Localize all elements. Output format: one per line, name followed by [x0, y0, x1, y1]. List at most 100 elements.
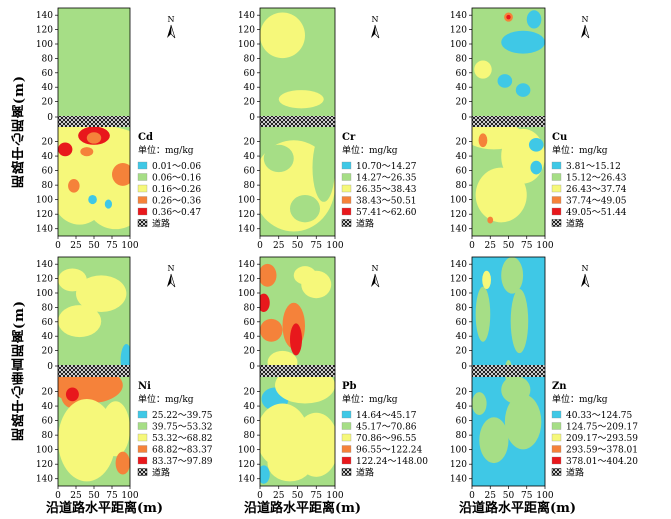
y-tick-label: 120 — [238, 460, 255, 470]
contour-patch — [479, 417, 509, 464]
legend-swatch — [341, 173, 352, 181]
north-label: N — [582, 15, 589, 24]
north-arrow-icon — [167, 25, 171, 38]
legend-road-swatch — [341, 219, 352, 227]
x-tick-label: 0 — [55, 241, 61, 251]
y-tick-label: 80 — [42, 54, 54, 64]
legend-swatch — [341, 422, 352, 430]
y-tick-label: 60 — [456, 167, 468, 177]
y-tick-label: 80 — [244, 303, 256, 313]
legend-unit: 单位：mg/kg — [552, 144, 608, 156]
north-label: N — [168, 15, 175, 24]
contour-patch — [112, 163, 130, 186]
y-tick-label: 140 — [36, 260, 53, 270]
y-tick-label: 40 — [456, 332, 468, 342]
y-tick-label: 80 — [456, 431, 468, 441]
legend-swatch — [341, 161, 352, 170]
y-tick-label: 0 — [461, 362, 467, 372]
legend-swatch — [137, 207, 148, 216]
y-tick-label: 140 — [238, 11, 255, 21]
legend-label: 26.35～38.43 — [356, 185, 417, 195]
road-band — [472, 116, 545, 127]
x-tick-label: 25 — [485, 491, 497, 501]
legend-label: 83.37～97.89 — [152, 457, 213, 467]
legend-road-swatch — [551, 219, 562, 227]
y-tick-label: 60 — [42, 318, 54, 328]
legend-label: 0.06～0.16 — [152, 174, 201, 184]
legend-swatch — [551, 433, 562, 442]
y-tick-label: 40 — [456, 402, 468, 412]
legend-road-label: 道路 — [566, 467, 584, 479]
legend-unit: 单位：mg/kg — [552, 393, 608, 405]
legend-element: Zn — [552, 381, 567, 392]
contour-patch — [260, 293, 270, 312]
contour-patch — [530, 160, 543, 175]
y-tick-label: 80 — [244, 431, 256, 441]
y-tick-label: 60 — [456, 417, 468, 427]
legend-road-label: 道路 — [152, 218, 170, 230]
legend-label: 53.32～68.82 — [152, 434, 213, 444]
legend-element: Cu — [552, 132, 567, 143]
contour-patch — [478, 133, 488, 148]
contour-patch — [260, 465, 270, 484]
y-tick-label: 100 — [450, 196, 467, 206]
legend-label: 0.16～0.26 — [152, 185, 201, 195]
y-tick-label: 0 — [461, 113, 467, 123]
north-arrow-icon — [371, 25, 375, 38]
y-tick-label: 80 — [42, 303, 54, 313]
contour-patch — [482, 270, 491, 290]
y-tick-label: 100 — [450, 40, 467, 50]
contour-patch — [65, 387, 79, 402]
north-arrow-icon — [374, 24, 380, 39]
y-tick-label: 100 — [238, 40, 255, 50]
y-tick-label: 60 — [456, 318, 468, 328]
y-tick-label: 100 — [36, 196, 53, 206]
y-tick-label: 20 — [42, 98, 54, 108]
contour-patch — [528, 137, 544, 152]
contour-patch — [487, 216, 494, 224]
y-tick-label: 140 — [36, 475, 53, 485]
y-tick-label: 20 — [456, 388, 468, 398]
y-tick-label: 80 — [42, 181, 54, 191]
legend-label: 14.64～45.17 — [356, 411, 417, 421]
y-tick-label: 20 — [456, 347, 468, 357]
x-tick-label: 75 — [311, 241, 323, 251]
y-tick-label: 40 — [244, 402, 256, 412]
contour-patch — [278, 90, 324, 109]
legend-unit: 单位：mg/kg — [342, 393, 398, 405]
legend-unit: 单位：mg/kg — [342, 144, 398, 156]
contour-patch — [501, 30, 545, 54]
legend-label: 96.55～122.24 — [356, 446, 423, 456]
x-tick-label: 100 — [121, 491, 138, 501]
legend-label: 10.70～14.27 — [356, 162, 417, 172]
contour-patch — [101, 401, 130, 457]
y-tick-label: 40 — [456, 83, 468, 93]
y-tick-label: 40 — [244, 83, 256, 93]
contour-patch — [472, 392, 487, 416]
y-tick-label: 20 — [456, 98, 468, 108]
legend-label: 293.59～378.01 — [566, 446, 638, 456]
contour-patch — [515, 83, 531, 97]
y-tick-label: 20 — [456, 138, 468, 148]
legend-road-swatch — [137, 468, 148, 476]
legend-road-swatch — [551, 468, 562, 476]
y-axis-title-top: 距路中心距离(m) — [12, 75, 27, 189]
contour-patch — [76, 275, 127, 312]
north-label: N — [168, 264, 175, 273]
legend-label: 122.24～148.00 — [356, 457, 428, 467]
x-tick-label: 100 — [121, 241, 138, 251]
y-tick-label: 80 — [244, 181, 256, 191]
north-arrow-icon — [584, 273, 590, 288]
x-tick-label: 0 — [257, 491, 263, 501]
legend-swatch — [137, 184, 148, 193]
y-tick-label: 80 — [456, 303, 468, 313]
legend-swatch — [551, 173, 562, 181]
y-tick-label: 40 — [42, 402, 54, 412]
contour-patch — [86, 132, 102, 144]
north-label: N — [372, 264, 379, 273]
legend-swatch — [341, 445, 352, 453]
